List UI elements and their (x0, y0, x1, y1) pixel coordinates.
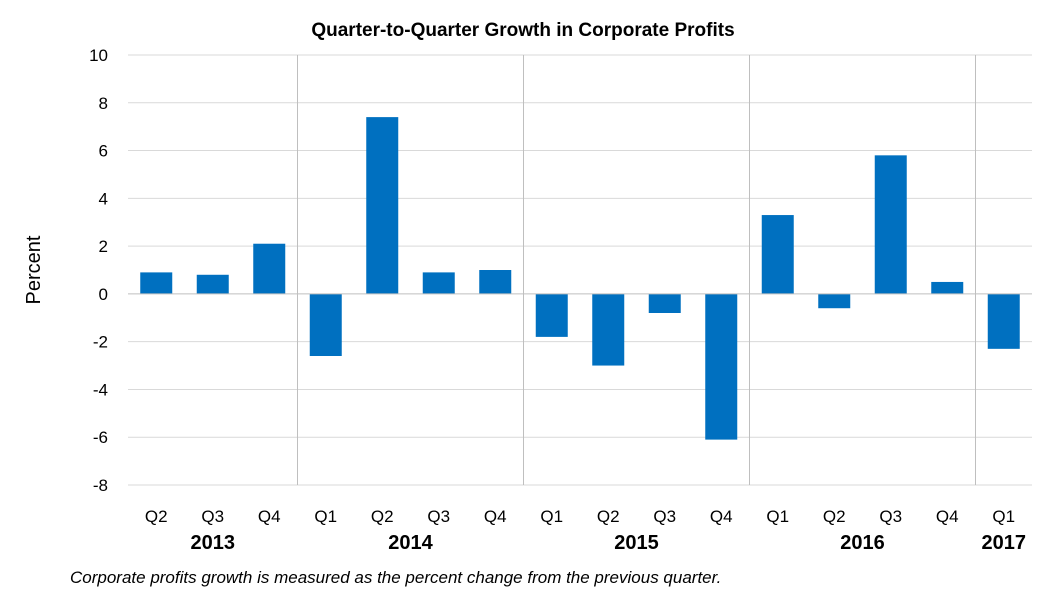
y-tick-label: -6 (93, 428, 108, 447)
x-tick-label: Q1 (314, 507, 337, 526)
bar (648, 293, 681, 313)
x-tick-label: Q4 (936, 507, 959, 526)
y-tick-label: -4 (93, 380, 108, 399)
y-tick-label: -2 (93, 333, 108, 352)
bar (705, 293, 738, 440)
x-tick-label: Q4 (710, 507, 733, 526)
x-axis-years: 2013 2014 2015 2016 2017 (191, 532, 1027, 554)
x-tick-label: Q3 (201, 507, 224, 526)
year-label: 2016 (840, 532, 885, 554)
x-tick-label: Q1 (540, 507, 563, 526)
x-tick-label: Q4 (258, 507, 281, 526)
y-tick-label: 8 (99, 94, 108, 113)
y-tick-label: 6 (99, 142, 108, 161)
bar (535, 293, 568, 337)
y-tick-label: -8 (93, 476, 108, 495)
x-tick-label: Q3 (653, 507, 676, 526)
x-tick-label: Q3 (879, 507, 902, 526)
year-label: 2014 (388, 532, 433, 554)
x-tick-label: Q3 (427, 507, 450, 526)
year-label: 2013 (191, 532, 236, 554)
bars (140, 117, 1020, 440)
year-separators (297, 55, 976, 485)
x-tick-label: Q2 (597, 507, 620, 526)
bar (366, 117, 399, 294)
x-tick-label: Q4 (484, 507, 507, 526)
bar (140, 272, 173, 294)
bar (987, 293, 1020, 349)
x-tick-label: Q2 (145, 507, 168, 526)
year-label: 2017 (982, 532, 1027, 554)
year-label: 2015 (614, 532, 659, 554)
bar (422, 272, 455, 294)
x-tick-label: Q2 (823, 507, 846, 526)
x-tick-label: Q1 (766, 507, 789, 526)
bar (761, 215, 794, 294)
y-tick-label: 0 (99, 285, 108, 304)
y-axis-ticks: 10 8 6 4 2 0 -2 -4 -6 -8 (89, 46, 108, 495)
footnote: Corporate profits growth is measured as … (70, 568, 721, 587)
bar (592, 293, 625, 366)
x-tick-label: Q2 (371, 507, 394, 526)
bar (479, 270, 512, 294)
bar (196, 274, 229, 294)
bar (818, 293, 851, 309)
chart-title: Quarter-to-Quarter Growth in Corporate P… (311, 20, 734, 41)
bar (931, 281, 964, 294)
y-axis-label: Percent (23, 235, 45, 304)
bar (309, 293, 342, 356)
y-tick-label: 2 (99, 237, 108, 256)
bar (874, 155, 907, 294)
x-tick-label: Q1 (992, 507, 1015, 526)
x-axis-categories: Q2 Q3 Q4 Q1 Q2 Q3 Q4 Q1 Q2 Q3 Q4 Q1 Q2 Q3 Q4 Q1 (145, 507, 1015, 526)
y-tick-label: 4 (99, 189, 108, 208)
y-tick-label: 10 (89, 46, 108, 65)
bar (253, 243, 286, 294)
